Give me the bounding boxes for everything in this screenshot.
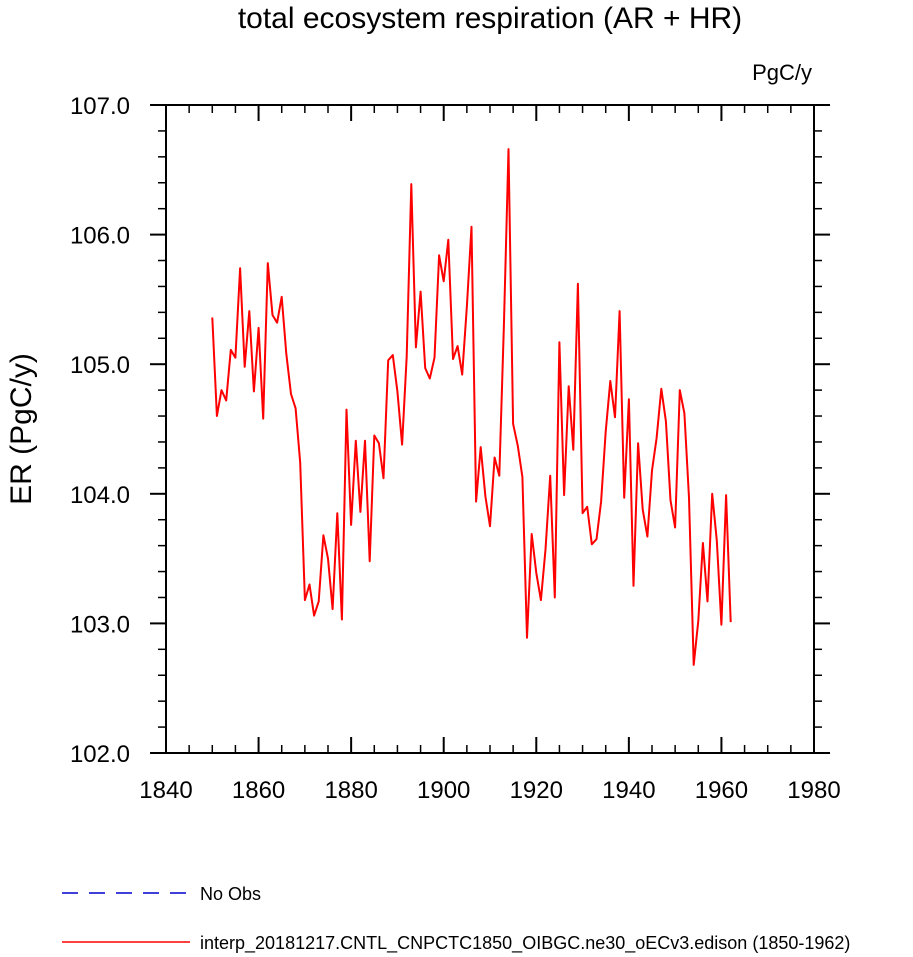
units-label: PgC/y	[752, 60, 812, 85]
y-tick-label: 106.0	[70, 223, 130, 250]
x-tick-label: 1940	[602, 777, 655, 804]
x-tick-label: 1840	[139, 777, 192, 804]
series-line-1	[211, 148, 732, 666]
y-tick-label: 104.0	[70, 482, 130, 509]
x-tick-label: 1880	[324, 777, 377, 804]
x-tick-label: 1900	[417, 777, 470, 804]
y-tick-label: 107.0	[70, 93, 130, 120]
x-tick-label: 1860	[232, 777, 285, 804]
y-axis-label: ER (PgC/y)	[5, 353, 38, 505]
y-tick-label: 103.0	[70, 611, 130, 638]
legend-label-model: interp_20181217.CNTL_CNPCTC1850_OIBGC.ne…	[200, 933, 850, 954]
x-tick-label: 1980	[787, 777, 840, 804]
chart-title: total ecosystem respiration (AR + HR)	[238, 2, 742, 35]
x-tick-label: 1920	[510, 777, 563, 804]
legend: No Obs interp_20181217.CNTL_CNPCTC1850_O…	[62, 884, 850, 954]
y-tick-label: 105.0	[70, 352, 130, 379]
y-tick-label: 102.0	[70, 741, 130, 768]
plot-frame	[165, 104, 815, 754]
legend-label-no-obs: No Obs	[200, 884, 261, 904]
x-tick-label: 1960	[695, 777, 748, 804]
